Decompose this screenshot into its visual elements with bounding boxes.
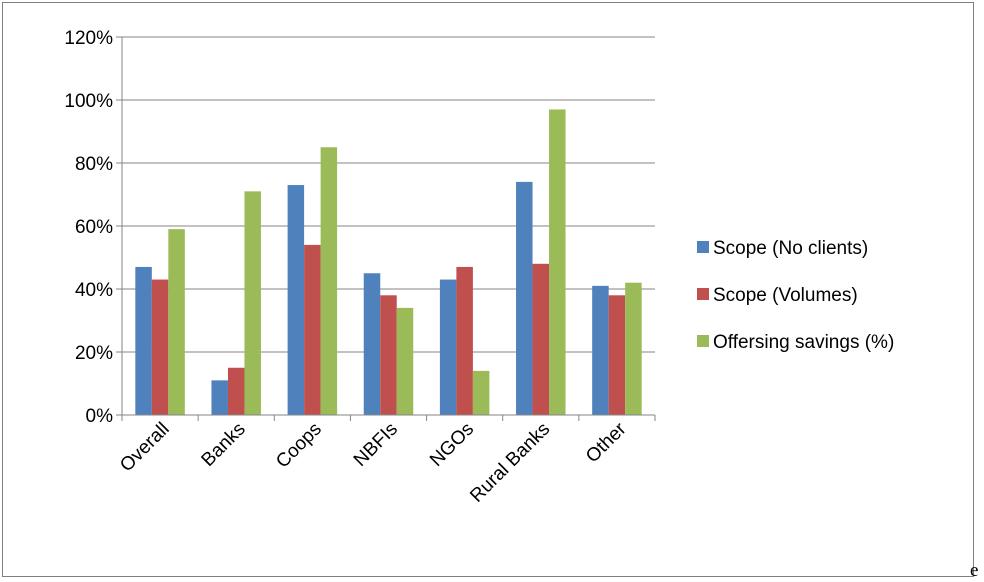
bar — [456, 266, 473, 415]
legend-swatch — [697, 288, 709, 300]
legend-label: Offersing savings (%) — [713, 332, 894, 353]
bar — [608, 295, 626, 415]
bar — [625, 282, 642, 415]
y-tick-label: 40% — [75, 280, 113, 301]
bar — [320, 147, 338, 415]
x-tick-label: Other — [582, 418, 631, 467]
y-tick-label: 100% — [64, 91, 113, 112]
stray-text: e — [970, 560, 979, 581]
x-tick-label: Banks — [198, 419, 250, 471]
y-tick-label: 80% — [75, 154, 113, 175]
bar — [151, 279, 169, 415]
x-tick-label: Rural Banks — [466, 419, 554, 507]
x-tick-label: Overall — [116, 419, 173, 476]
x-tick-label: Coops — [272, 419, 326, 473]
legend-label: Scope (Volumes) — [713, 285, 858, 306]
bar — [532, 263, 550, 415]
bar — [380, 295, 397, 415]
bar — [304, 244, 321, 415]
legend-swatch — [697, 241, 709, 253]
x-tick-label: NBFIs — [350, 419, 402, 471]
bar — [516, 181, 533, 415]
y-tick-label: 0% — [86, 406, 114, 427]
bar — [592, 285, 609, 415]
legend-swatch — [697, 335, 709, 347]
bar — [363, 273, 381, 415]
y-tick-label: 120% — [64, 28, 113, 49]
y-tick-label: 60% — [75, 217, 113, 238]
bar — [472, 370, 490, 415]
x-tick-label: NGOs — [426, 419, 478, 471]
bar — [227, 367, 245, 415]
bar — [439, 279, 457, 415]
bar — [168, 229, 185, 415]
bar — [244, 191, 261, 415]
legend-label: Scope (No clients) — [713, 238, 868, 259]
bar — [287, 185, 305, 415]
bar — [135, 266, 152, 415]
bar — [396, 307, 414, 415]
y-tick-label: 20% — [75, 343, 113, 364]
bar — [549, 109, 566, 415]
bar — [211, 380, 228, 415]
